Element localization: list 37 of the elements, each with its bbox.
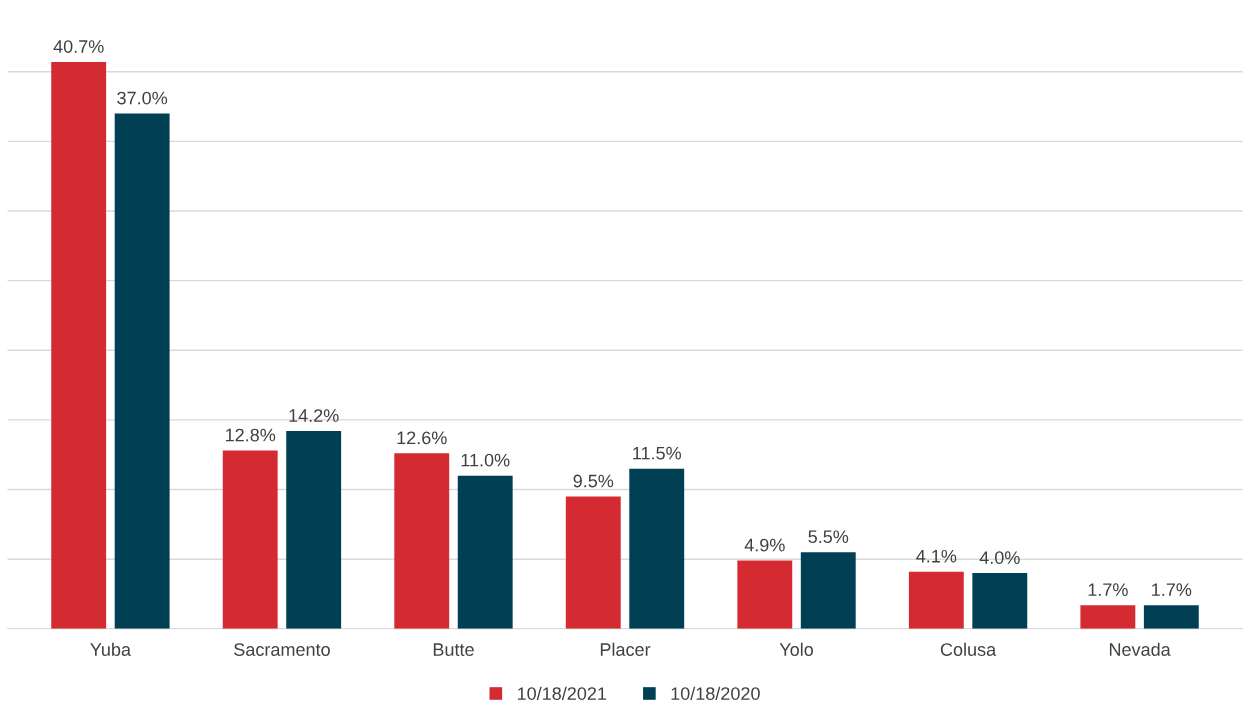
x-tick-label: Placer xyxy=(600,642,651,656)
data-label: 12.6% xyxy=(397,431,447,445)
bar xyxy=(1143,605,1199,629)
bar xyxy=(800,552,856,629)
bar xyxy=(1080,605,1136,629)
x-tick-label: Yuba xyxy=(90,642,131,656)
data-label: 14.2% xyxy=(289,409,339,422)
bar xyxy=(222,450,278,629)
legend-label: 10/18/2021 xyxy=(517,686,607,700)
bar xyxy=(565,496,621,629)
data-label: 12.8% xyxy=(225,428,276,442)
x-tick-label: Nevada xyxy=(1109,642,1171,656)
data-label: 4.1% xyxy=(916,549,957,563)
legend-label: 10/18/2020 xyxy=(671,686,760,700)
bar xyxy=(457,475,513,629)
bar xyxy=(737,560,793,629)
data-label: 5.5% xyxy=(808,530,849,544)
bar xyxy=(972,573,1028,629)
x-tick-label: Colusa xyxy=(940,642,997,656)
data-label: 1.7% xyxy=(1088,583,1128,596)
bar xyxy=(286,431,342,629)
x-tick-label: Yolo xyxy=(779,642,814,656)
data-label: 9.5% xyxy=(573,474,614,488)
bar xyxy=(51,62,107,629)
bar xyxy=(629,468,685,629)
data-label: 1.7% xyxy=(1152,583,1192,596)
bar xyxy=(908,571,964,629)
data-label: 4.9% xyxy=(744,538,785,552)
data-label: 4.0% xyxy=(979,551,1020,564)
data-label: 11.5% xyxy=(633,446,682,460)
data-label: 11.0% xyxy=(461,453,510,467)
x-tick-label: Butte xyxy=(433,643,474,656)
data-label: 40.7% xyxy=(53,40,104,53)
bar xyxy=(394,453,450,629)
x-tick-label: Sacramento xyxy=(234,643,330,656)
data-label: 37.0% xyxy=(117,91,168,105)
bar xyxy=(114,113,170,629)
